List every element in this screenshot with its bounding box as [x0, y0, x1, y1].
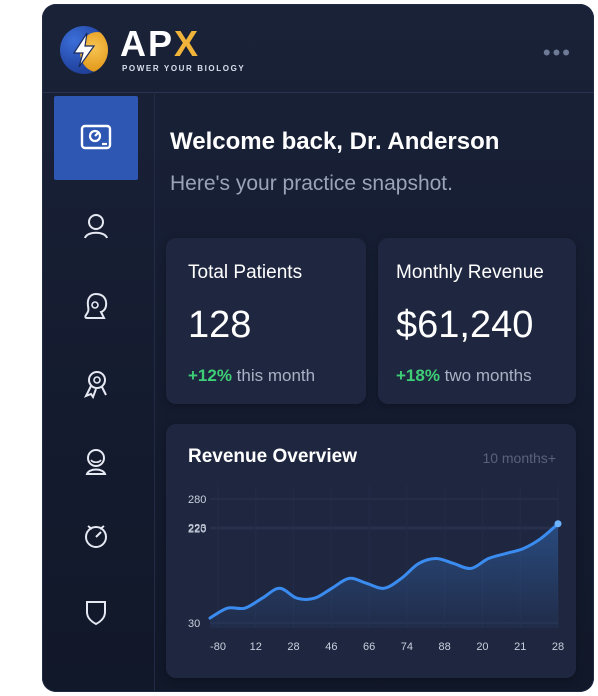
stat-title: Monthly Revenue	[396, 262, 544, 283]
x-tick-label: 28	[552, 641, 564, 653]
stat-delta-label: this month	[231, 366, 316, 385]
brand-logo-text: APX	[120, 23, 201, 64]
sidebar-item-profile[interactable]	[54, 420, 138, 504]
sidebar-item-awards[interactable]	[54, 342, 138, 426]
revenue-line	[208, 522, 560, 620]
stat-delta: +18% two months	[396, 366, 532, 386]
stat-title: Total Patients	[188, 262, 303, 283]
stat-card-patients[interactable]: Total Patients 128 +12% this month	[166, 238, 366, 404]
sidebar-item-messages[interactable]	[54, 264, 138, 348]
sidebar-item-security[interactable]	[54, 570, 138, 654]
y-tick-label: 30	[188, 618, 200, 630]
profile-icon	[85, 449, 107, 475]
award-icon	[83, 371, 107, 399]
stat-value: $61,240	[396, 304, 534, 346]
sidebar	[42, 92, 155, 692]
x-tick-label: -80	[210, 641, 226, 653]
y-tick-label: 223	[188, 522, 206, 534]
range-selector[interactable]: 10 months+	[482, 450, 556, 466]
stat-value: 128	[188, 304, 252, 346]
stat-delta-label: two months	[439, 366, 532, 385]
stat-card-revenue[interactable]: Monthly Revenue $61,240 +18% two months	[378, 238, 576, 404]
x-tick-label: 88	[439, 641, 451, 653]
range-label: 10 months	[482, 450, 548, 466]
plus-icon: +	[547, 450, 556, 466]
clock-icon	[85, 525, 107, 548]
last-point-marker	[554, 520, 562, 528]
dashboard-icon	[80, 124, 112, 150]
sidebar-item-dashboard[interactable]	[54, 96, 138, 180]
more-horizontal-icon[interactable]: •••	[542, 40, 572, 65]
chart-title: Revenue Overview	[188, 446, 357, 467]
stat-delta-value: +12%	[188, 366, 232, 385]
stat-delta-value: +18%	[396, 366, 440, 385]
x-tick-label: 21	[514, 641, 526, 653]
page-title: Welcome back, Dr. Anderson	[170, 128, 500, 155]
revenue-chart-card: Revenue Overview 10 months+ 280 223 220 30-…	[166, 424, 576, 678]
chat-user-icon	[84, 292, 108, 319]
x-tick-label: 66	[363, 641, 375, 653]
x-tick-label: 74	[401, 641, 413, 653]
y-tick-label: 280	[188, 494, 206, 506]
lightning-bolt-icon	[60, 26, 108, 74]
x-tick-label: 46	[325, 641, 337, 653]
x-tick-label: 12	[250, 641, 262, 653]
app-header: APX POWER YOUR BIOLOGY •••	[42, 4, 594, 93]
brand-tagline: POWER YOUR BIOLOGY	[122, 64, 246, 73]
y-tick-label: 220	[188, 524, 206, 536]
revenue-area	[210, 523, 558, 628]
sidebar-item-schedule[interactable]	[54, 494, 138, 578]
user-icon	[84, 214, 108, 239]
sidebar-item-users[interactable]	[54, 184, 138, 268]
page-subtitle: Here's your practice snapshot.	[170, 172, 453, 195]
stat-delta: +12% this month	[188, 366, 315, 386]
main-content: Welcome back, Dr. Anderson Here's your p…	[154, 92, 594, 692]
x-tick-label: 20	[476, 641, 488, 653]
shield-icon	[86, 601, 106, 626]
app-panel: APX POWER YOUR BIOLOGY •••	[42, 4, 594, 692]
x-tick-label: 28	[287, 641, 299, 653]
